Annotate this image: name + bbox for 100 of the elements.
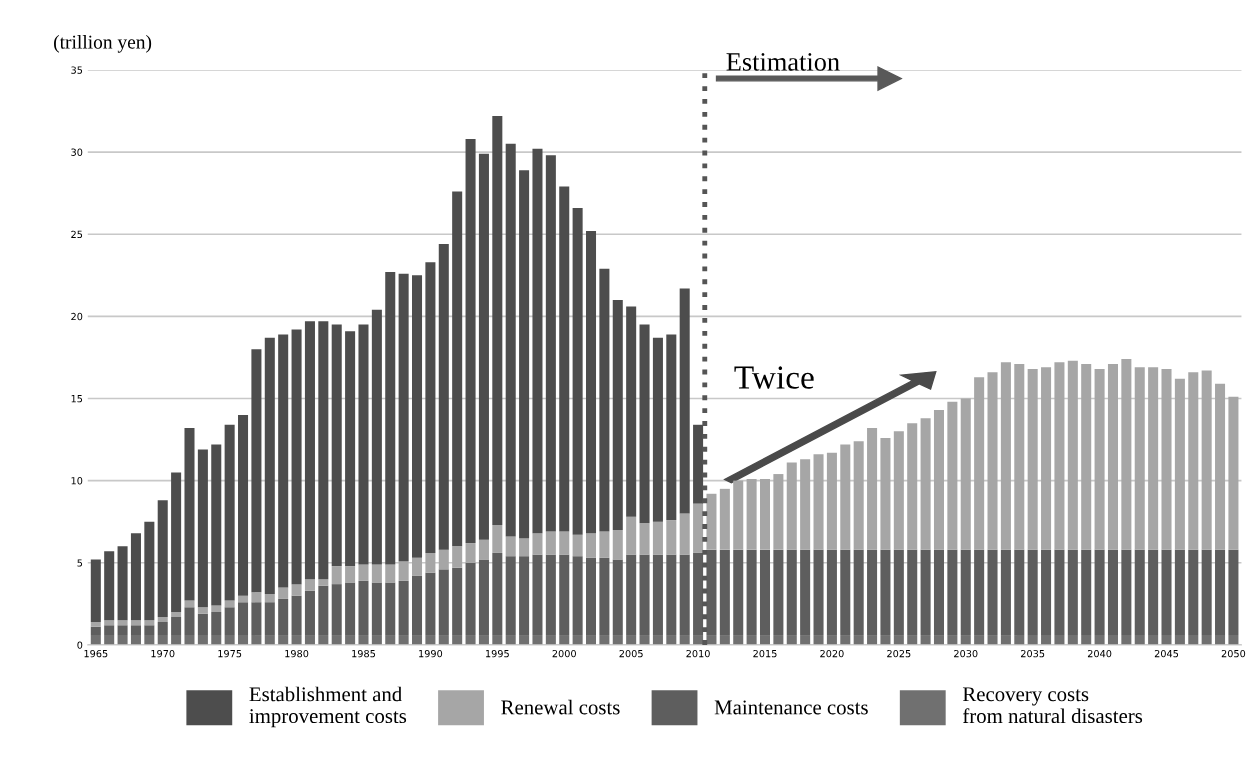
x-tick-label: 1980 [285, 649, 309, 658]
bar [974, 635, 985, 645]
x-tick-label: 2045 [1154, 649, 1179, 658]
bar [679, 554, 690, 636]
bar [519, 635, 530, 645]
bar [1121, 549, 1132, 636]
bar [652, 635, 663, 645]
bar [1081, 549, 1092, 636]
bar [1027, 549, 1038, 636]
bar [184, 635, 195, 645]
bar [800, 635, 811, 645]
bar [599, 635, 610, 645]
bar [492, 524, 503, 553]
bar [545, 554, 556, 636]
bar [452, 191, 463, 547]
bar [1161, 549, 1172, 636]
bar [599, 557, 610, 636]
bar [104, 635, 115, 645]
bar [759, 478, 771, 550]
annotation: Twice [734, 366, 814, 389]
bar [251, 592, 262, 603]
bar [639, 523, 650, 555]
bar [90, 626, 101, 636]
bar [947, 401, 958, 550]
bar [171, 472, 182, 613]
bar [746, 549, 757, 636]
bar [144, 521, 155, 621]
bar [211, 605, 222, 613]
bar [867, 635, 878, 645]
bar [880, 549, 891, 636]
bar [117, 546, 128, 621]
bar [452, 635, 463, 645]
bar [639, 554, 650, 636]
bar [1014, 635, 1025, 645]
bar [706, 493, 717, 550]
bar [572, 635, 583, 645]
bar [519, 538, 530, 557]
bar [171, 616, 182, 636]
bar [813, 454, 824, 550]
bar [304, 321, 315, 580]
bar [826, 635, 837, 645]
bar [197, 613, 208, 636]
bar [733, 549, 744, 636]
bar [733, 635, 744, 645]
bar [679, 288, 690, 514]
bar [1014, 363, 1025, 550]
bar [719, 549, 730, 636]
bar [840, 549, 851, 636]
bar [1027, 368, 1038, 550]
bar [144, 635, 155, 645]
bar [224, 424, 235, 601]
y-tick-label: 15 [71, 395, 83, 403]
bar [345, 582, 356, 636]
bar [505, 556, 516, 636]
bar [880, 437, 891, 550]
x-tick-label: 2035 [1021, 649, 1045, 658]
bar [1054, 635, 1065, 645]
x-tick-label: 2050 [1221, 649, 1246, 658]
bar [412, 575, 423, 636]
bar [465, 562, 476, 636]
bar [438, 549, 449, 570]
bar [719, 635, 730, 645]
bar [1228, 396, 1239, 550]
bar [264, 635, 275, 645]
bar [867, 428, 878, 550]
bar [987, 372, 998, 550]
bar [974, 377, 985, 550]
bar [626, 306, 637, 517]
legend-label: Establishment and improvement costs [249, 686, 407, 728]
bar [117, 635, 128, 645]
x-tick-label: 2005 [619, 649, 643, 658]
bar [117, 620, 128, 626]
bar [947, 635, 958, 645]
bar [559, 554, 570, 636]
bar [1081, 363, 1092, 550]
bar [693, 503, 704, 553]
bar [318, 585, 329, 636]
bar [345, 566, 356, 583]
bar [371, 309, 382, 565]
bar [1107, 635, 1118, 645]
bar [572, 207, 583, 535]
bar [130, 635, 141, 645]
y-tick-label: 20 [71, 312, 83, 321]
bar [492, 635, 503, 645]
x-tick-label: 2015 [753, 649, 777, 658]
bar [1121, 635, 1132, 645]
bar [130, 533, 141, 621]
bar [1067, 635, 1078, 645]
bar [358, 580, 369, 636]
bar [786, 462, 797, 550]
bar [974, 549, 985, 636]
bar [867, 549, 878, 636]
bar [412, 635, 423, 645]
bar [171, 635, 182, 645]
bar [412, 275, 423, 558]
bar [104, 625, 115, 636]
bar [652, 521, 663, 555]
bar [358, 324, 369, 565]
bar [371, 564, 382, 583]
bar [920, 418, 931, 550]
